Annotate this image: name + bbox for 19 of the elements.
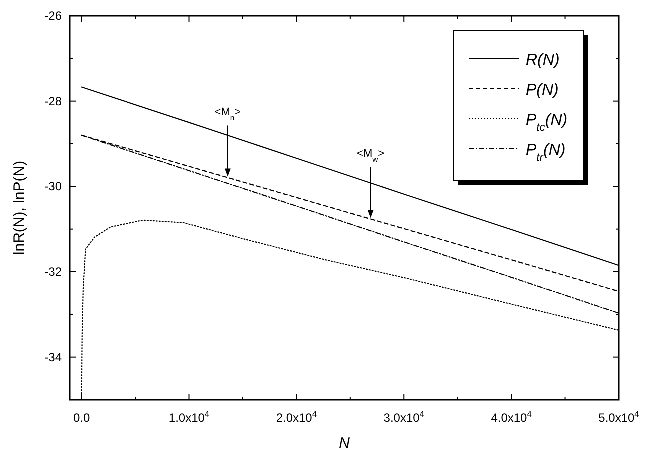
legend-label: P$_{tc}$(N) (526, 112, 568, 134)
y-axis-title: lnR(N), lnP(N) (11, 160, 28, 256)
y-tick-label: -34 (44, 350, 62, 364)
x-tick-label: 1.0x10$^{4}$ (168, 409, 210, 425)
y-tick-label: -28 (44, 94, 62, 108)
y-tick-label: -30 (44, 180, 62, 194)
annotation: <M$_{n}$> (214, 106, 242, 122)
legend-label: P(N) (526, 82, 559, 99)
x-tick-label: 5.0x10$^{4}$ (598, 409, 640, 425)
y-tick-label: -32 (44, 265, 62, 279)
x-tick-label: 0.0 (73, 411, 90, 425)
legend-label: R(N) (526, 52, 560, 69)
x-tick-label: 3.0x10$^{4}$ (384, 409, 425, 425)
y-tick-label: -26 (44, 9, 62, 23)
annotation: <M$_{w}$> (357, 148, 385, 164)
x-tick-label: 4.0x10$^{4}$ (491, 409, 532, 425)
x-tick-label: 2.0x10$^{4}$ (276, 409, 318, 425)
x-axis-title: N (339, 435, 350, 452)
legend-label: P$_{tr}$(N) (526, 142, 566, 164)
